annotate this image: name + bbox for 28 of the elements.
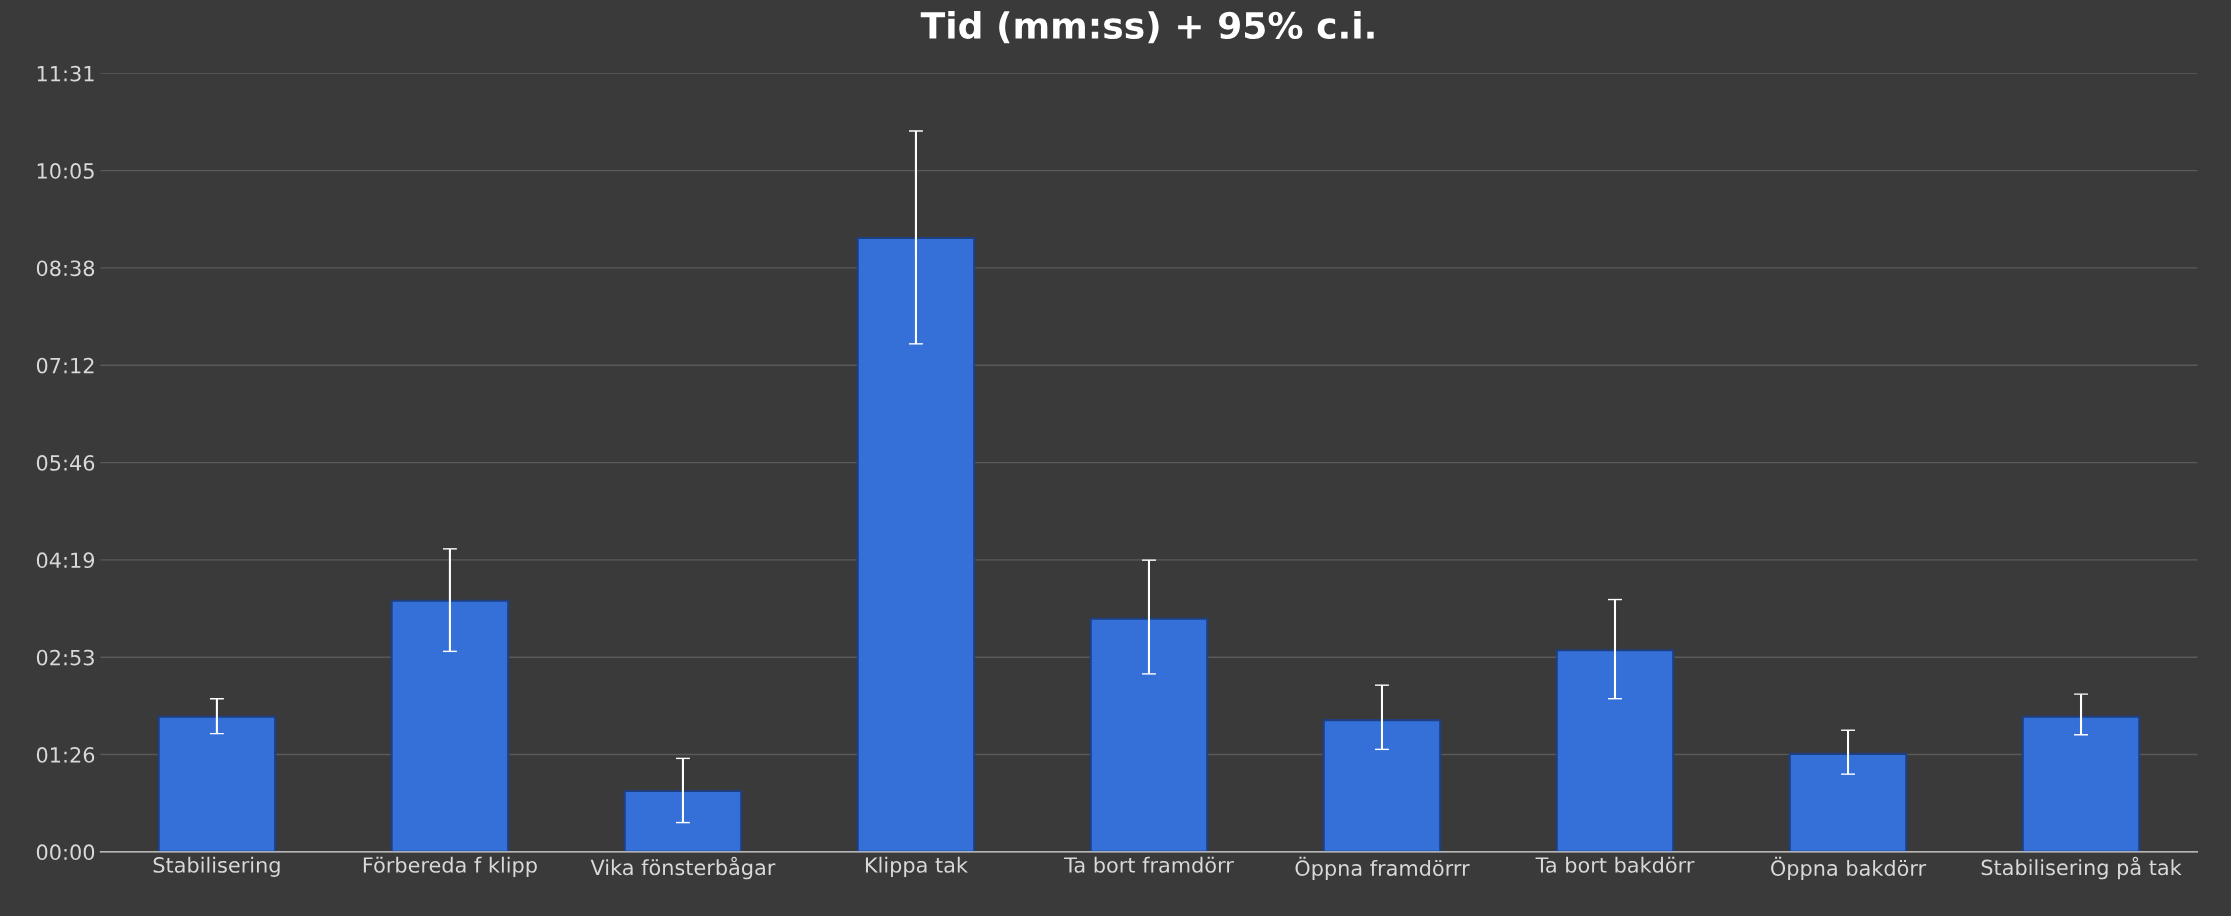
- y-tick-label: 11:31: [37, 65, 94, 82]
- x-tick-label: Öppna framdörrr: [1295, 856, 1470, 881]
- y-tick-label: 02:53: [36, 649, 94, 666]
- bar: [1555, 649, 1675, 852]
- bar: [856, 236, 976, 852]
- x-tick-label: Klippa tak: [865, 856, 968, 877]
- x-tick-label: Ta bort framdörr: [1064, 856, 1234, 873]
- x-tick-label: Stabilisering på tak: [1981, 856, 2182, 880]
- x-tick-label: Vika fönsterbågar: [590, 856, 776, 880]
- y-tick-label: 10:05: [37, 163, 94, 179]
- x-tick-label: Ta bort bakdörr: [1535, 856, 1695, 873]
- y-tick-label: 01:26: [36, 747, 95, 763]
- bar: [1089, 617, 1209, 852]
- y-tick-label: 05:46: [36, 455, 95, 471]
- bar: [2021, 715, 2141, 852]
- bar: [1322, 719, 1442, 852]
- bar: [623, 790, 743, 852]
- x-tick-label: Öppna bakdörr: [1771, 856, 1927, 881]
- y-tick-label: 07:12: [36, 357, 94, 374]
- x-tick-label: Förbereda f klipp: [363, 856, 537, 877]
- bar: [1788, 752, 1908, 852]
- bar: [157, 715, 277, 852]
- y-tick-label: 04:19: [36, 552, 95, 569]
- bar: [390, 599, 510, 852]
- x-tick-label: Stabilisering: [153, 856, 280, 877]
- y-tick-label: 08:38: [36, 260, 95, 277]
- y-tick-label: 00:00: [36, 844, 95, 861]
- chart-title: Tid (mm:ss) + 95% c.i.: [920, 11, 1374, 44]
